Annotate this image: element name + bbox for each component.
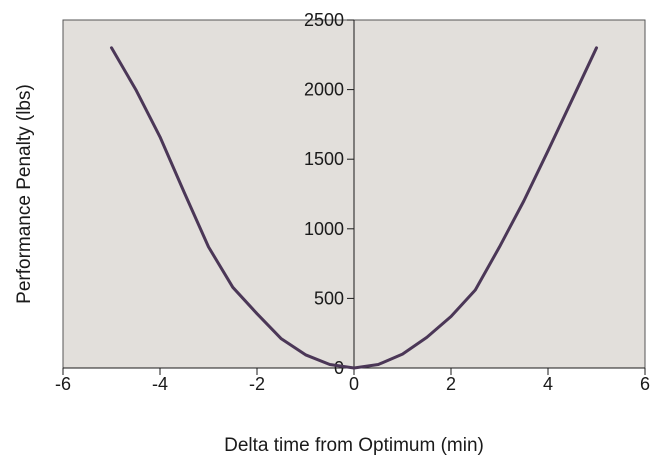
y-tick-label: 2000 xyxy=(304,80,344,100)
y-tick-label: 0 xyxy=(334,358,344,378)
x-tick-label: -4 xyxy=(152,374,168,394)
tick-labels: -6 -4 -2 0 2 4 6 0 500 1000 1500 2000 2500 xyxy=(55,10,650,394)
y-tick-label: 1000 xyxy=(304,219,344,239)
x-tick-label: 6 xyxy=(640,374,650,394)
series-line xyxy=(110,46,598,370)
x-axis-title: Delta time from Optimum (min) xyxy=(224,435,484,456)
x-tick-label: 4 xyxy=(543,374,553,394)
y-tick-label: 1500 xyxy=(304,149,344,169)
y-tick-label: 2500 xyxy=(304,10,344,30)
x-tick-label: -2 xyxy=(249,374,265,394)
y-tick-label: 500 xyxy=(314,288,344,308)
x-tick-label: 2 xyxy=(446,374,456,394)
y-axis-title: Performance Penalty (lbs) xyxy=(14,84,35,304)
x-tick-label: 0 xyxy=(349,374,359,394)
x-tick-label: -6 xyxy=(55,374,71,394)
